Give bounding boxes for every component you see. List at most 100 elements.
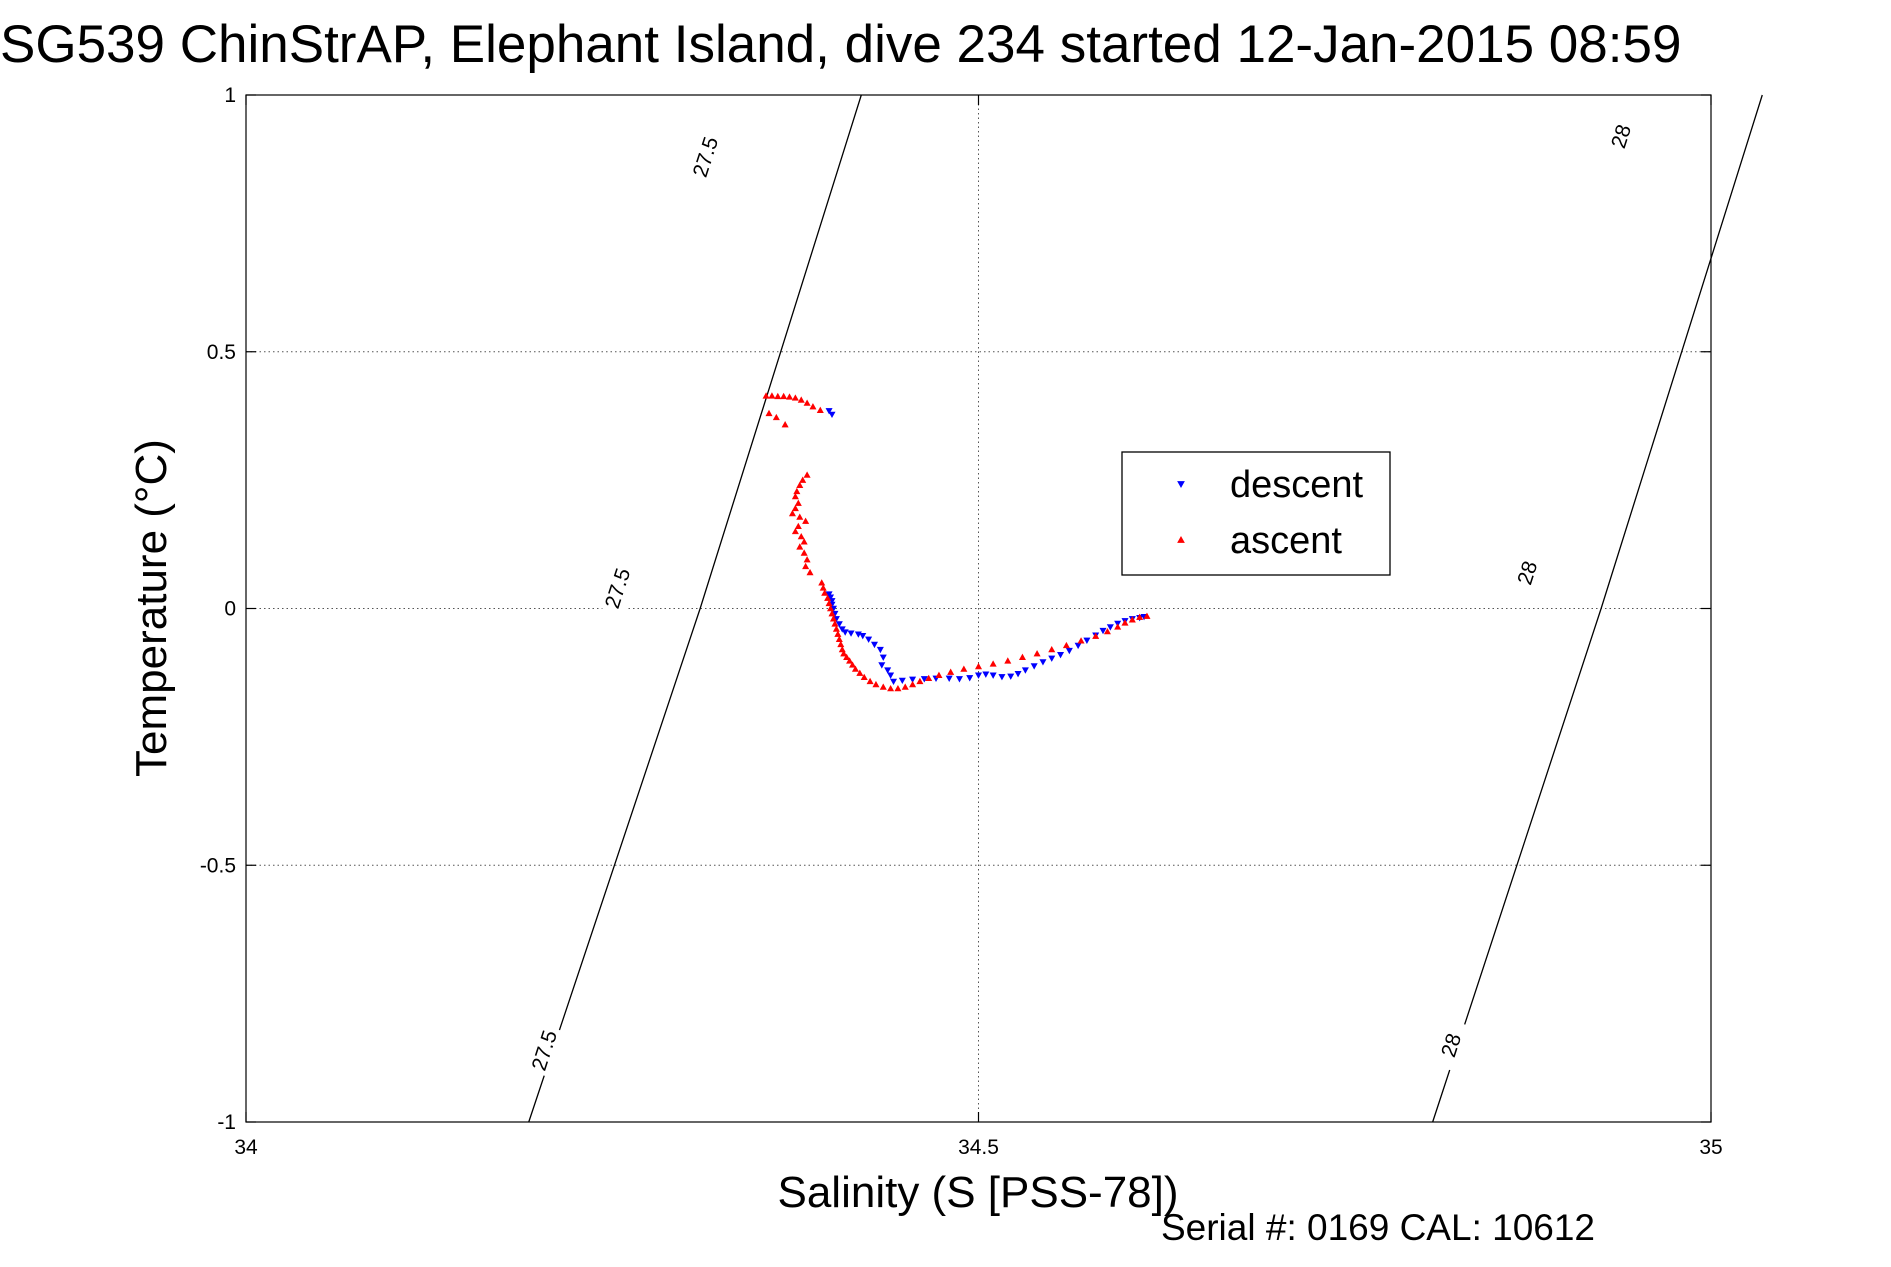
ascent-point <box>791 527 799 535</box>
y-tick-label: -1 <box>217 1111 236 1134</box>
ascent-point <box>809 403 817 410</box>
ascent-point <box>818 579 826 586</box>
legend-marker-ascent <box>1177 535 1185 543</box>
ascent-point <box>791 492 799 500</box>
descent-point <box>1048 655 1056 662</box>
legend-marker-descent <box>1177 481 1185 489</box>
x-axis-label: Salinity (S [PSS-78]) <box>777 1168 1178 1217</box>
descent-point <box>1099 627 1107 635</box>
legend: descent ascent <box>1121 451 1391 576</box>
grid <box>246 95 1711 1122</box>
ascent-point <box>851 665 859 672</box>
descent-point <box>859 633 867 640</box>
contour-label-gap <box>1504 545 1549 600</box>
ascent-point <box>909 680 917 688</box>
ascent-point <box>762 392 770 399</box>
descent-point <box>1039 659 1047 666</box>
density-contour-line <box>1432 94 1763 1123</box>
ascent-point <box>796 481 804 488</box>
y-tick-label: 1 <box>224 84 236 107</box>
descent-point <box>1014 671 1022 678</box>
serial-footer: Serial #: 0169 CAL: 10612 <box>1161 1207 1595 1248</box>
descent-point <box>825 408 833 415</box>
ascent-point <box>831 620 839 627</box>
ascent-point <box>791 394 799 401</box>
ascent-point <box>846 657 854 664</box>
ascent-point <box>1062 641 1070 649</box>
ascent-point <box>887 684 895 692</box>
ascent-point <box>821 589 829 596</box>
descent-point <box>835 621 843 628</box>
ascent-point <box>866 677 874 685</box>
ascent-point <box>796 543 804 550</box>
ascent-point <box>793 487 801 495</box>
y-tick-label: 0.5 <box>207 341 236 364</box>
ascent-point <box>925 674 933 682</box>
ascent-point <box>849 661 857 668</box>
descent-point <box>887 672 895 679</box>
descent-point <box>890 678 898 686</box>
ascent-point <box>791 504 799 512</box>
descent-point <box>870 641 878 649</box>
ascent-point <box>799 476 807 483</box>
ascent-point <box>772 413 780 421</box>
descent-point <box>920 676 928 683</box>
descent-point <box>1007 673 1015 680</box>
ascent-point <box>879 683 887 690</box>
ascent-point <box>1077 637 1085 644</box>
ascent-point <box>786 393 794 400</box>
descent-point <box>1030 663 1038 670</box>
legend-items: descent ascent <box>1177 464 1364 562</box>
legend-box <box>1121 451 1391 576</box>
ascent-point <box>768 392 776 399</box>
ascent-point <box>843 653 851 660</box>
ascent-point <box>765 409 773 417</box>
ascent-point <box>794 522 802 530</box>
ascent-point <box>1143 612 1151 619</box>
descent-point <box>1057 652 1065 659</box>
ascent-point <box>819 584 827 591</box>
descent-point <box>884 667 892 674</box>
y-axis-label: Temperature (°C) <box>127 439 176 777</box>
ascent-point <box>1048 645 1056 653</box>
ascent-point <box>989 660 997 667</box>
ascent-point <box>835 635 843 643</box>
descent-point <box>878 662 886 669</box>
ascent-point <box>1092 632 1100 639</box>
ascent-point <box>797 396 805 403</box>
legend-label-ascent: ascent <box>1230 520 1342 562</box>
ascent-point <box>1004 657 1012 664</box>
ascent-point <box>774 392 782 400</box>
descent-point <box>955 676 963 683</box>
contour-label-gap <box>1598 108 1642 164</box>
ascent-point <box>832 625 840 632</box>
ascent-point <box>860 673 868 681</box>
legend-label-descent: descent <box>1230 464 1364 506</box>
ascent-point <box>802 517 810 524</box>
x-tick-label: 34.5 <box>958 1136 999 1159</box>
contour-label-gap <box>521 1022 566 1078</box>
descent-point <box>989 672 997 679</box>
density-contour-line <box>528 94 862 1123</box>
descent-point <box>828 598 836 605</box>
ascent-point <box>834 630 842 637</box>
y-tick-label: -0.5 <box>200 854 236 877</box>
ascent-point <box>824 594 832 601</box>
ascent-point <box>802 562 810 570</box>
ascent-point <box>1033 650 1041 657</box>
ascent-point <box>816 406 824 413</box>
ascent-point <box>825 599 833 607</box>
ascent-point <box>803 556 811 563</box>
ascent-point <box>829 615 837 622</box>
ascent-point <box>827 604 835 612</box>
descent-point <box>945 675 953 682</box>
ascent-point <box>1103 627 1111 635</box>
ascent-point <box>803 399 811 406</box>
ascent-point <box>974 662 983 670</box>
descent-point <box>841 629 849 636</box>
descent-point <box>838 626 846 633</box>
descent-point <box>1021 667 1029 674</box>
axes: 34 34.5 35 -1 -0.5 0 0.5 1 <box>200 84 1723 1159</box>
